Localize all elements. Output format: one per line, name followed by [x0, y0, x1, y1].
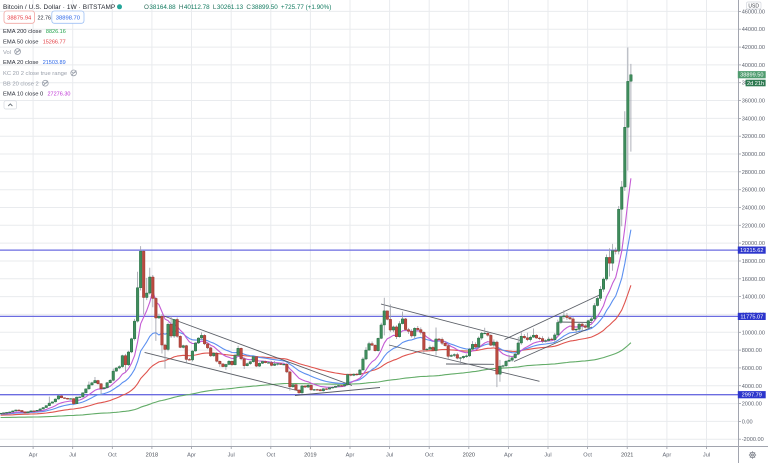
svg-text:2019: 2019	[304, 453, 316, 459]
svg-text:Oct: Oct	[425, 453, 434, 459]
svg-text:BB 20 close 2: BB 20 close 2	[3, 81, 39, 87]
svg-text:Jul: Jul	[69, 453, 76, 459]
svg-text:EMA 50 close: EMA 50 close	[3, 40, 38, 46]
svg-text:38899.50: 38899.50	[740, 73, 763, 79]
svg-text:11775.07: 11775.07	[740, 314, 763, 320]
svg-text:2000.00: 2000.00	[742, 402, 762, 408]
svg-text:Apr: Apr	[663, 453, 672, 459]
svg-text:38898.70: 38898.70	[56, 16, 80, 22]
svg-text:18000.00: 18000.00	[742, 259, 765, 265]
svg-text:Apr: Apr	[346, 453, 355, 459]
svg-text:O: O	[144, 4, 149, 11]
svg-text:-2000.00: -2000.00	[742, 437, 764, 443]
svg-text:40112.78: 40112.78	[184, 4, 210, 11]
svg-text:2997.79: 2997.79	[742, 393, 762, 399]
svg-text:EMA 20 close: EMA 20 close	[3, 60, 38, 66]
svg-text:28000.00: 28000.00	[742, 170, 765, 176]
svg-text:Apr: Apr	[29, 453, 38, 459]
svg-text:38164.88: 38164.88	[149, 4, 176, 11]
svg-text:8826.16: 8826.16	[46, 29, 66, 35]
svg-text:0.00: 0.00	[742, 419, 753, 425]
svg-text:22000.00: 22000.00	[742, 223, 765, 229]
svg-text:2021: 2021	[621, 453, 633, 459]
svg-text:34000.00: 34000.00	[742, 116, 765, 122]
svg-text:15266.77: 15266.77	[43, 39, 66, 45]
svg-text:Jul: Jul	[703, 453, 710, 459]
svg-text:22.76: 22.76	[38, 15, 52, 21]
svg-text:44000.00: 44000.00	[742, 27, 765, 33]
svg-text:16000.00: 16000.00	[742, 277, 765, 283]
svg-text:19215.62: 19215.62	[740, 248, 763, 254]
svg-text:8000.00: 8000.00	[742, 348, 762, 354]
svg-text:32000.00: 32000.00	[742, 134, 765, 140]
svg-text:6000.00: 6000.00	[742, 366, 762, 372]
svg-text:20000.00: 20000.00	[742, 241, 765, 247]
svg-text:EMA 10 close 0: EMA 10 close 0	[3, 92, 43, 98]
svg-text:42000.00: 42000.00	[742, 45, 765, 51]
svg-text:USD: USD	[748, 3, 759, 9]
svg-text:2d 21h: 2d 21h	[747, 81, 764, 87]
svg-text:38875.94: 38875.94	[7, 16, 32, 22]
svg-text:Jul: Jul	[544, 453, 551, 459]
svg-text:Bitcoin / U.S. Dollar · 1W · B: Bitcoin / U.S. Dollar · 1W · BITSTAMP	[3, 4, 115, 11]
svg-text:21503.89: 21503.89	[43, 60, 66, 66]
svg-text:36000.00: 36000.00	[742, 99, 765, 105]
svg-text:10000.00: 10000.00	[742, 330, 765, 336]
svg-text:2018: 2018	[146, 453, 158, 459]
svg-text:Jul: Jul	[228, 453, 235, 459]
svg-text:30000.00: 30000.00	[742, 152, 765, 158]
svg-text:2020: 2020	[463, 453, 475, 459]
svg-text:4000.00: 4000.00	[742, 384, 762, 390]
svg-text:KC 20 2 close true range: KC 20 2 close true range	[3, 71, 67, 77]
svg-text:38899.50: 38899.50	[252, 4, 279, 11]
svg-text:26000.00: 26000.00	[742, 188, 765, 194]
svg-text:+725.77 (+1.90%): +725.77 (+1.90%)	[281, 4, 331, 11]
svg-text:L: L	[213, 4, 217, 11]
svg-text:Jul: Jul	[386, 453, 393, 459]
svg-text:EMA 200 close: EMA 200 close	[3, 29, 42, 35]
svg-text:Oct: Oct	[108, 453, 117, 459]
svg-text:Apr: Apr	[504, 453, 513, 459]
svg-text:30261.13: 30261.13	[217, 4, 244, 11]
svg-text:40000.00: 40000.00	[742, 63, 765, 69]
svg-text:Oct: Oct	[266, 453, 275, 459]
svg-text:H: H	[179, 4, 184, 11]
svg-text:Oct: Oct	[583, 453, 592, 459]
svg-text:46000.00: 46000.00	[742, 9, 765, 15]
svg-text:Apr: Apr	[187, 453, 196, 459]
svg-text:24000.00: 24000.00	[742, 206, 765, 212]
svg-text:Vol: Vol	[3, 50, 11, 56]
svg-text:27276.30: 27276.30	[48, 92, 71, 98]
svg-text:14000.00: 14000.00	[742, 295, 765, 301]
svg-text:C: C	[246, 4, 251, 11]
